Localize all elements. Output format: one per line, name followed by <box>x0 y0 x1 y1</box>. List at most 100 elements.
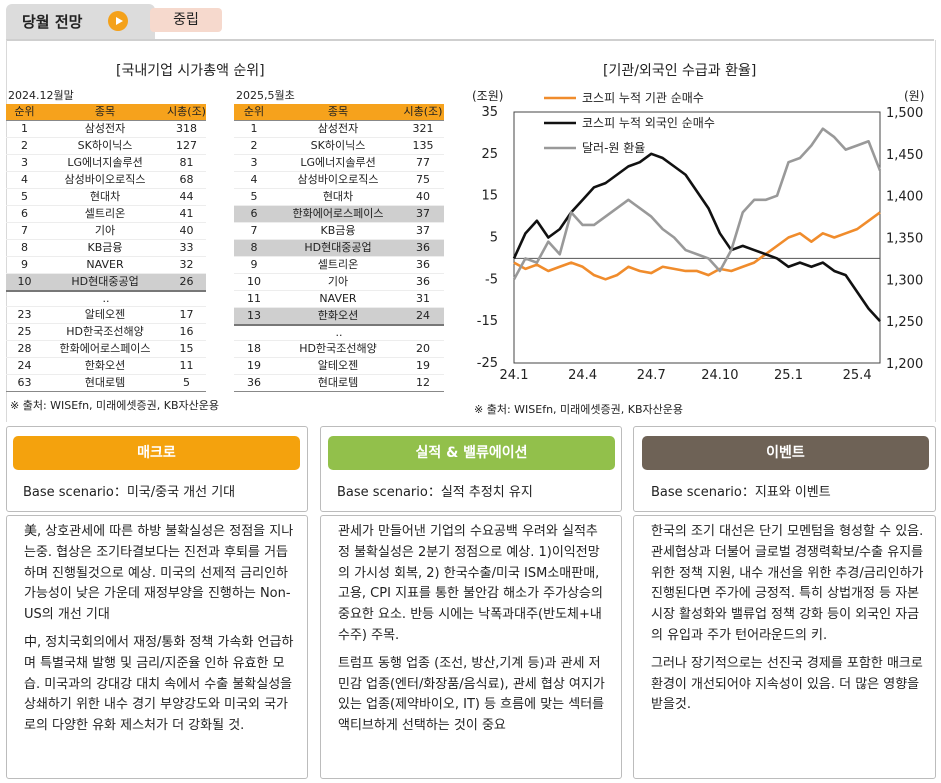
table-row: 2 SK하이닉스 135 <box>234 137 444 155</box>
macro-text: 美, 상호관세에 따른 하방 불확실성은 정점을 지나는중. 협상은 조기타결보… <box>24 522 294 737</box>
cell-stock: 현대차 <box>43 188 168 206</box>
col-stock: 종목 <box>43 104 168 121</box>
cell-rank: 8 <box>6 239 43 257</box>
cell-mcap: 33 <box>167 239 206 257</box>
y-left-tick: 35 <box>481 105 498 120</box>
cell-mcap: 36 <box>402 273 444 291</box>
cell-rank: 5 <box>234 188 274 206</box>
table-ellipsis-row: .. <box>234 325 444 341</box>
cell-mcap: 321 <box>402 120 444 138</box>
cell-stock: 셀트리온 <box>274 256 402 274</box>
table-row: 8 HD현대중공업 36 <box>234 239 444 257</box>
cell-mcap: 318 <box>167 120 206 138</box>
cell-rank: 9 <box>6 256 43 274</box>
cell-stock: 삼성전자 <box>43 120 168 138</box>
cell-mcap: 19 <box>402 357 444 375</box>
cell-mcap: 26 <box>167 273 206 292</box>
table-row: 3 LG에너지솔루션 77 <box>234 154 444 172</box>
cell-rank: 25 <box>6 323 43 341</box>
y-right-tick: 1,300 <box>886 273 923 288</box>
table-row: 3 LG에너지솔루션 81 <box>6 154 206 172</box>
macro-body-card <box>6 515 308 779</box>
col-stock: 종목 <box>274 104 402 121</box>
cell-rank: 1 <box>6 120 43 138</box>
macro-title: 매크로 <box>13 436 300 470</box>
cell-mcap: 41 <box>167 205 206 223</box>
ellipsis: .. <box>234 325 444 341</box>
cell-rank: 19 <box>234 357 274 375</box>
cell-rank: 9 <box>234 256 274 274</box>
event-para-1: 한국의 조기 대선은 단기 모멘텀을 형성할 수 있음. 관세협상과 더불어 글… <box>651 524 924 643</box>
table-row: 9 셀트리온 36 <box>234 256 444 274</box>
cell-stock: 알테오젠 <box>274 357 402 375</box>
cell-stock: HD현대중공업 <box>274 239 402 257</box>
x-tick: 25.4 <box>843 368 872 383</box>
event-header-card <box>633 426 936 512</box>
cell-stock: 한화오션 <box>274 307 402 326</box>
cell-stock: 셀트리온 <box>43 205 168 223</box>
table-row: 63 현대로템 5 <box>6 374 206 392</box>
y-right-tick: 1,250 <box>886 315 923 330</box>
cell-mcap: 17 <box>167 306 206 324</box>
y-left-unit: (조원) <box>472 89 503 103</box>
y-left-tick: 15 <box>481 189 498 204</box>
table-row: 11 NAVER 31 <box>234 290 444 308</box>
x-tick: 25.1 <box>774 368 803 383</box>
outlook-badge: 중립 <box>150 8 222 32</box>
cell-stock: 현대로템 <box>43 374 168 392</box>
event-title: 이벤트 <box>642 436 929 470</box>
table-row: 5 현대차 40 <box>234 188 444 206</box>
table-row: 10 HD현대중공업 26 <box>6 273 206 292</box>
y-left-tick: -25 <box>477 356 498 371</box>
earnings-para-1: 관세가 만들어낸 기업의 수요공백 우려와 실적추정 불확실성은 2분기 정점으… <box>338 524 603 643</box>
cell-stock: 삼성전자 <box>274 120 402 138</box>
table-row: 4 삼성바이오로직스 68 <box>6 171 206 189</box>
table-ellipsis-row: .. <box>6 291 206 307</box>
table-row: 18 HD한국조선해양 20 <box>234 340 444 358</box>
cell-rank: 36 <box>234 374 274 392</box>
cell-mcap: 15 <box>167 340 206 358</box>
cell-stock: 삼성바이오로직스 <box>43 171 168 189</box>
cell-mcap: 77 <box>402 154 444 172</box>
cell-mcap: 11 <box>167 357 206 375</box>
cell-stock: KB금융 <box>43 239 168 257</box>
table1-date: 2024.12월말 <box>8 89 74 102</box>
legend-label-2: 코스피 누적 외국인 순매수 <box>582 116 715 130</box>
cell-stock: NAVER <box>274 290 402 308</box>
cell-mcap: 37 <box>402 222 444 240</box>
earnings-header-card <box>320 426 622 512</box>
cell-rank: 11 <box>234 290 274 308</box>
cell-rank: 28 <box>6 340 43 358</box>
y-right-tick: 1,200 <box>886 357 923 372</box>
cell-stock: SK하이닉스 <box>274 137 402 155</box>
cell-stock: HD한국조선해양 <box>274 340 402 358</box>
macro-para-2: 中, 정치국회의에서 재정/통화 정책 가속화 언급하며 특별국채 발행 및 금… <box>24 634 294 734</box>
cell-stock: LG에너지솔루션 <box>274 154 402 172</box>
cell-stock: LG에너지솔루션 <box>43 154 168 172</box>
table-row: 8 KB금융 33 <box>6 239 206 257</box>
table-row: 1 삼성전자 318 <box>6 120 206 138</box>
cell-mcap: 68 <box>167 171 206 189</box>
y-left-tick: 5 <box>490 231 498 246</box>
header-divider <box>6 39 934 41</box>
event-body-card <box>633 515 936 779</box>
cell-rank: 4 <box>234 171 274 189</box>
cell-rank: 13 <box>234 307 274 326</box>
table-row: 36 현대로템 12 <box>234 374 444 392</box>
legend-label-3: 달러-원 환율 <box>582 141 645 155</box>
cell-mcap: 31 <box>402 290 444 308</box>
cell-stock: SK하이닉스 <box>43 137 168 155</box>
x-tick: 24.10 <box>701 368 738 383</box>
cell-stock: 현대차 <box>274 188 402 206</box>
page-title: 당월 전망 <box>22 13 83 31</box>
macro-para-1: 美, 상호관세에 따른 하방 불확실성은 정점을 지나는중. 협상은 조기타결보… <box>24 524 294 623</box>
play-icon[interactable] <box>108 11 128 31</box>
legend-label-1: 코스피 누적 기관 순매수 <box>582 91 704 105</box>
table-row: 4 삼성바이오로직스 75 <box>234 171 444 189</box>
cell-stock: 알테오젠 <box>43 306 168 324</box>
series-line-2 <box>512 152 881 323</box>
cell-rank: 2 <box>234 137 274 155</box>
cell-stock: KB금융 <box>274 222 402 240</box>
y-right-tick: 1,350 <box>886 232 923 247</box>
cell-mcap: 135 <box>402 137 444 155</box>
